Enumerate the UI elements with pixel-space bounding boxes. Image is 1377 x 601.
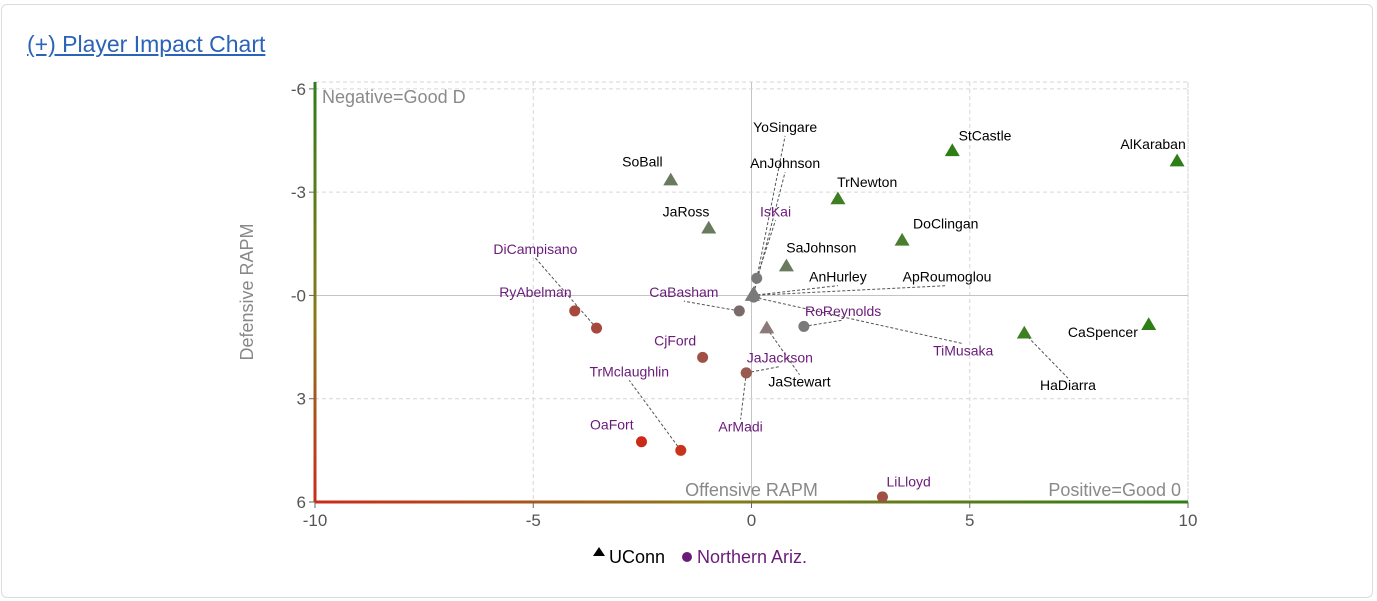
point-triangle: [663, 172, 679, 186]
leader-line: [628, 380, 682, 451]
data-points: [569, 143, 1185, 503]
point-circle: [876, 491, 888, 503]
point-label: CaBasham: [649, 284, 718, 300]
point-label: LiLloyd: [886, 474, 930, 490]
point-triangle: [778, 258, 794, 272]
leader-line: [756, 220, 776, 279]
point-label: StCastle: [959, 128, 1012, 144]
point-circle: [675, 444, 687, 456]
point-triangle: [1016, 325, 1032, 339]
y-tick-label: -3: [291, 183, 306, 202]
point-label: TrNewton: [837, 174, 897, 190]
y-tick-label: 3: [297, 390, 306, 409]
x-tick-label: -10: [303, 511, 328, 530]
point-label: TiMusaka: [933, 343, 993, 359]
point-triangle: [759, 320, 775, 334]
point-triangle: [944, 143, 960, 157]
point-label: OaFort: [590, 417, 634, 433]
x-axis-title: Offensive RAPM: [685, 480, 818, 500]
point-circle: [697, 351, 709, 363]
point-triangle: [830, 191, 846, 205]
point-label: DoClingan: [913, 215, 978, 231]
y-tick-label: -6: [291, 80, 306, 99]
chart-card: [1, 4, 1373, 598]
x-tick-label: 10: [1179, 511, 1198, 530]
left-gradient-edge: [313, 82, 317, 502]
point-circle: [798, 320, 810, 332]
point-label: ArMadi: [718, 418, 762, 434]
point-circle: [569, 305, 581, 317]
point-labels: AlKaraban StCastle CaSpencer HaDiarra TrNewt…: [493, 119, 1185, 490]
leader-line: [752, 285, 838, 296]
legend-entry-uconn[interactable]: UConn: [609, 547, 665, 567]
leader-line: [753, 135, 786, 294]
leader-lines: [535, 135, 1069, 451]
legend-circle-icon: [682, 552, 692, 562]
point-label: RoReynolds: [805, 303, 881, 319]
point-label: IsKai: [760, 203, 791, 219]
point-label: SoBall: [622, 153, 662, 169]
point-label: ApRoumoglou: [903, 269, 992, 285]
y-tick-label: 6: [297, 493, 306, 512]
point-circle: [748, 291, 760, 303]
legend-triangle-icon: [593, 547, 605, 556]
leader-line: [683, 300, 740, 312]
point-triangle: [894, 232, 910, 246]
point-label: AnJohnson: [750, 155, 820, 171]
point-label: TrMclaughlin: [589, 363, 669, 379]
corner-label-bottom-right: Positive=Good 0: [1048, 480, 1181, 500]
point-label: CjFord: [654, 332, 696, 348]
point-circle: [733, 305, 745, 317]
leader-line: [535, 257, 597, 329]
point-label: SaJohnson: [786, 239, 856, 255]
leader-line: [740, 372, 747, 420]
y-tick-label: -0: [291, 286, 306, 305]
x-tick-label: 5: [965, 511, 974, 530]
point-label: JaJackson: [747, 350, 813, 366]
point-triangle: [701, 220, 717, 234]
point-label: DiCampisano: [493, 241, 577, 257]
leader-line: [746, 366, 780, 374]
point-triangle: [1169, 153, 1185, 167]
point-circle: [636, 436, 648, 448]
x-tick-label: 0: [747, 511, 756, 530]
point-label: YoSingare: [753, 119, 817, 135]
leader-line: [803, 319, 844, 327]
point-triangle: [1141, 317, 1157, 330]
chart-ticks: -10 -5 0 5 10 -6 -3 -0 3 6: [291, 80, 1198, 530]
leader-line: [766, 327, 800, 375]
point-label: AnHurley: [809, 269, 867, 285]
point-circle: [591, 322, 603, 334]
y-axis-title: Defensive RAPM: [237, 223, 257, 360]
leader-line: [753, 296, 964, 345]
point-label: JaStewart: [768, 374, 830, 390]
point-label: HaDiarra: [1040, 377, 1096, 393]
point-label: CaSpencer: [1068, 324, 1138, 340]
leader-line: [752, 285, 948, 296]
corner-label-top-left: Negative=Good D: [322, 87, 466, 107]
legend-entry-northern-ariz[interactable]: Northern Ariz.: [697, 547, 807, 567]
point-label: RyAbelman: [499, 284, 571, 300]
x-tick-label: -5: [526, 511, 541, 530]
point-label: AlKaraban: [1120, 136, 1185, 152]
point-label: JaRoss: [663, 203, 710, 219]
chart-legend: UConn Northern Ariz.: [593, 547, 807, 567]
point-circle: [740, 367, 752, 379]
leader-line: [1023, 332, 1069, 379]
point-circle: [751, 272, 763, 284]
chart-title-link[interactable]: (+) Player Impact Chart: [27, 31, 266, 57]
